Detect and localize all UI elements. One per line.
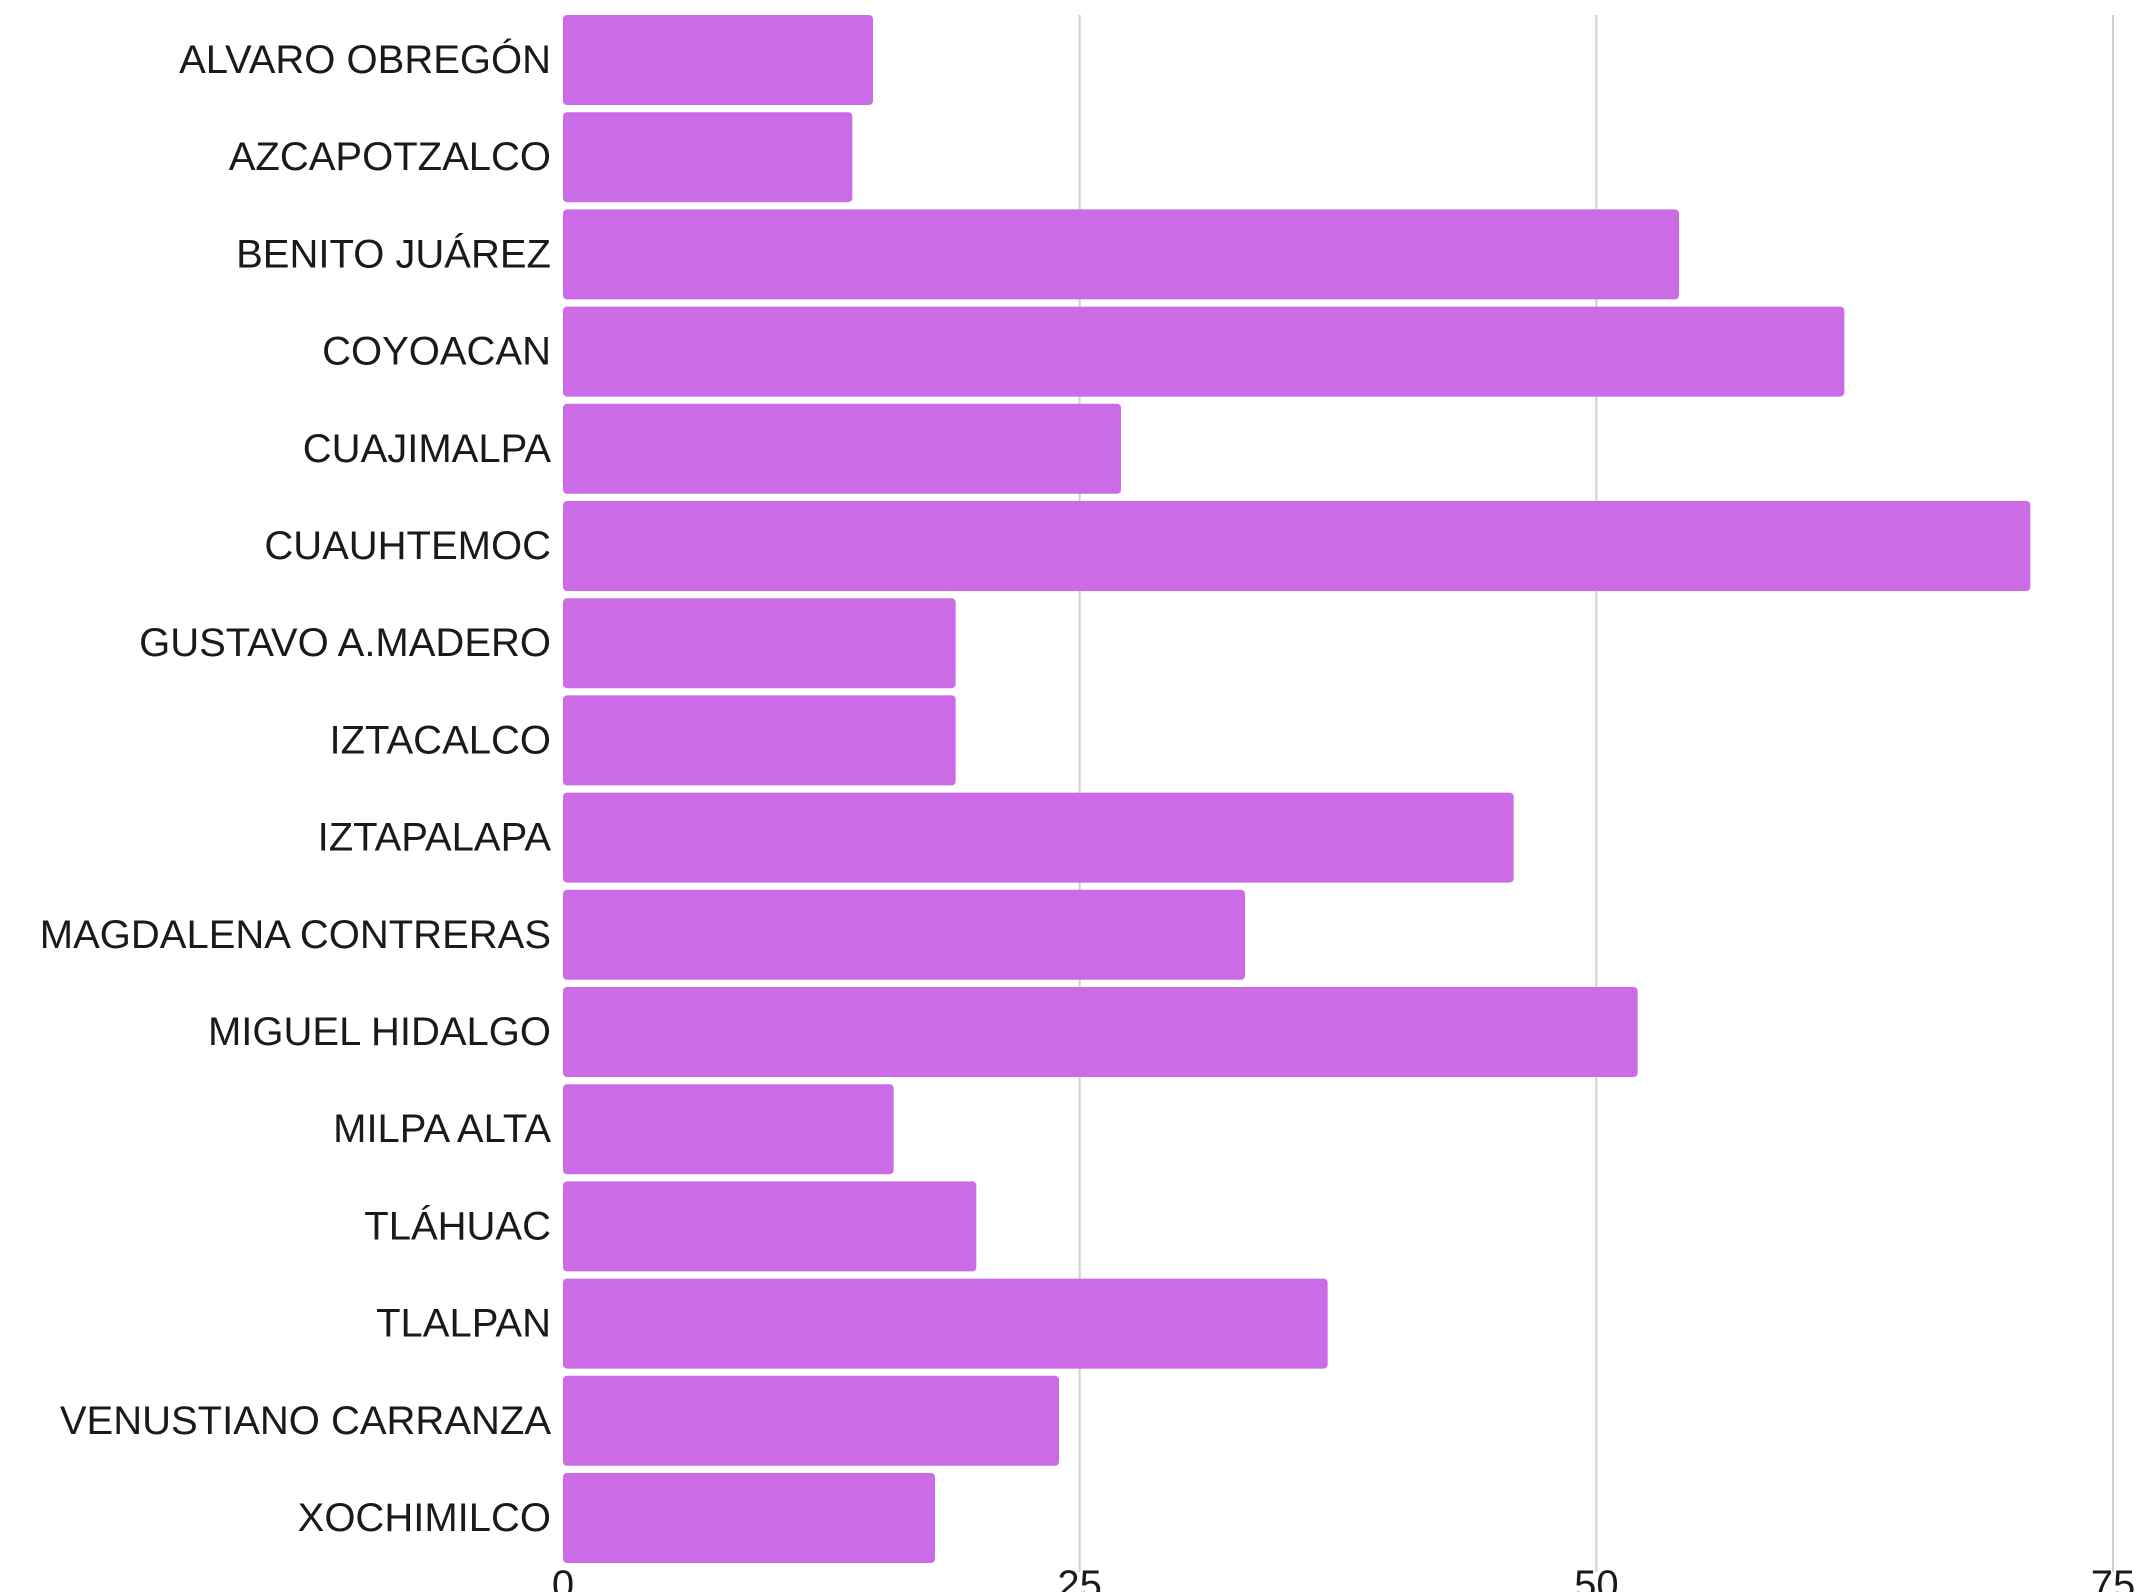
category-label-milpa-alta: MILPA ALTA [333, 1107, 551, 1151]
bar-coyoacan [563, 306, 1845, 397]
category-label-benito-juarez: BENITO JUÁREZ [236, 231, 551, 276]
category-label-magdalena-contreras: MAGDALENA CONTRERAS [40, 913, 551, 957]
bar-azcapotzalco [563, 112, 853, 203]
bar-gustavo-a-madero [563, 598, 956, 689]
bar-layer [563, 15, 2031, 1563]
category-label-cuauhtemoc: CUAUHTEMOC [264, 524, 551, 568]
category-label-coyoacan: COYOACAN [322, 330, 551, 374]
x-tick-label-75: 75 [2091, 1563, 2136, 1592]
category-label-tlalpan: TLALPAN [376, 1302, 551, 1346]
category-label-cuajimalpa: CUAJIMALPA [303, 427, 552, 471]
bar-iztacalco [563, 695, 956, 786]
bar-cuajimalpa [563, 403, 1121, 494]
bar-milpa-alta [563, 1084, 894, 1175]
category-labels: ALVARO OBREGÓN AZCAPOTZALCO BENITO JUÁREZ C… [40, 37, 552, 1540]
category-label-gustavo-a-madero: GUSTAVO A.MADERO [139, 621, 551, 665]
x-tick-label-50: 50 [1574, 1563, 1619, 1592]
bar-miguel-hidalgo [563, 987, 1638, 1077]
bar-tlahuac [563, 1181, 977, 1272]
bar-xochimilco [563, 1473, 935, 1563]
bar-venustiano-carranza [563, 1375, 1059, 1466]
x-tick-labels: 0 25 50 75 [552, 1563, 2135, 1592]
category-label-iztapalapa: IZTAPALAPA [318, 816, 552, 860]
bar-alvaro-obregon [563, 15, 873, 105]
category-label-azcapotzalco: AZCAPOTZALCO [229, 135, 551, 179]
x-tick-label-0: 0 [552, 1563, 574, 1592]
category-label-iztacalco: IZTACALCO [329, 718, 551, 762]
bar-iztapalapa [563, 792, 1514, 883]
category-label-venustiano-carranza: VENUSTIANO CARRANZA [60, 1399, 551, 1443]
category-label-xochimilco: XOCHIMILCO [298, 1496, 551, 1540]
category-label-alvaro-obregon: ALVARO OBREGÓN [179, 37, 551, 82]
category-label-tlahuac: TLÁHUAC [364, 1203, 551, 1248]
x-tick-label-25: 25 [1057, 1563, 1102, 1592]
bar-cuauhtemoc [563, 501, 2031, 591]
bar-magdalena-contreras [563, 889, 1245, 980]
bar-tlalpan [563, 1278, 1328, 1369]
category-label-miguel-hidalgo: MIGUEL HIDALGO [208, 1010, 551, 1054]
bar-benito-juarez [563, 209, 1679, 300]
